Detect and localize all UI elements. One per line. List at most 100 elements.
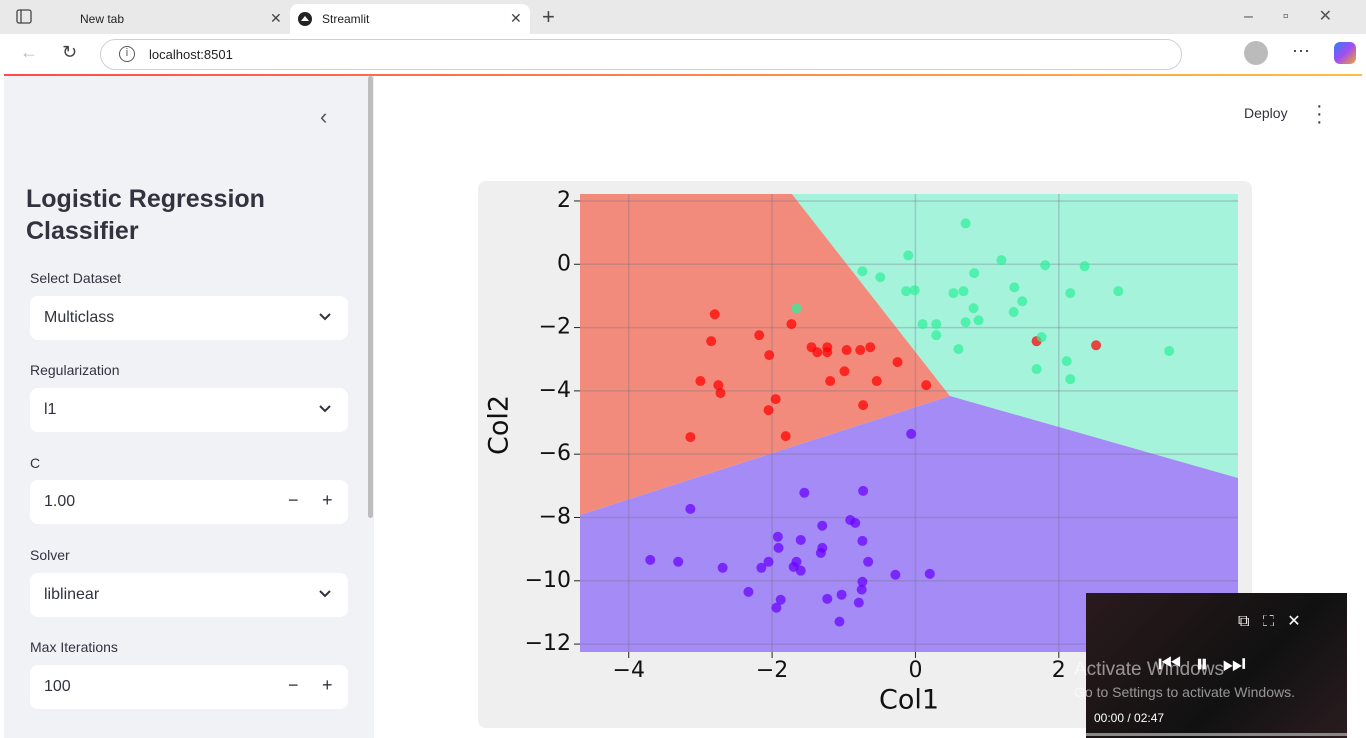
sidebar-title: Logistic Regression Classifier — [26, 185, 265, 245]
field-label: Regularization — [30, 362, 120, 378]
new-tab[interactable]: + — [542, 4, 555, 29]
point — [853, 597, 864, 608]
scrollbar[interactable] — [368, 76, 373, 518]
watermark-title: Activate Windows — [1074, 659, 1224, 680]
point — [890, 569, 901, 580]
number-input[interactable]: 100 − + — [30, 665, 348, 709]
chart-container: Col1 Col2 −4 −2 0 2 2 0 −2 −4 −6 −8 −10 −12 — [478, 181, 1252, 728]
point — [892, 357, 903, 368]
tab-actions[interactable] — [16, 9, 32, 25]
field-label: C — [30, 455, 41, 471]
point — [921, 380, 932, 391]
increment[interactable]: + — [322, 490, 333, 510]
video-overlay: ⧉ ⛶ ✕ ⏮⏸⏭ Activate Windows Go to Setting… — [1074, 593, 1347, 738]
decrement[interactable]: − — [288, 675, 299, 695]
decision-region — [792, 194, 1238, 478]
url: localhost:8501 — [149, 47, 233, 62]
point — [865, 342, 876, 353]
url-field[interactable]: i localhost:8501 — [100, 39, 1182, 70]
point — [906, 428, 917, 439]
header-stripe — [4, 74, 1362, 76]
player-controls[interactable]: ⏮⏸⏭ — [1158, 648, 1260, 678]
select-value: l1 — [44, 401, 57, 418]
point — [857, 576, 868, 587]
point — [1008, 307, 1019, 318]
decision-region — [580, 396, 1238, 652]
select-value: Multiclass — [44, 309, 115, 326]
back[interactable]: ← — [20, 42, 38, 62]
y-tick-label: −10 — [525, 568, 571, 593]
point — [968, 303, 979, 314]
point — [857, 535, 868, 546]
point — [960, 218, 971, 229]
point — [1065, 374, 1076, 385]
tab[interactable]: New tab ✕ — [80, 10, 282, 26]
y-tick-label: −6 — [539, 441, 571, 466]
address-bar: ← ↻ i localhost:8501 ··· — [0, 34, 1366, 74]
decrement[interactable]: − — [288, 490, 299, 510]
point — [743, 586, 754, 597]
point — [871, 376, 882, 387]
number-input[interactable]: 1.00 − + — [30, 480, 348, 524]
profile[interactable] — [1244, 41, 1268, 65]
x-tick-label: 0 — [908, 658, 922, 683]
point — [857, 266, 868, 277]
point — [763, 405, 774, 416]
point — [1091, 340, 1102, 351]
select[interactable]: Multiclass — [30, 296, 348, 340]
x-tick-label: 2 — [1052, 658, 1066, 683]
deploy-button[interactable]: Deploy — [1244, 105, 1288, 121]
point — [695, 376, 706, 387]
collapse-sidebar[interactable]: ‹ — [320, 104, 328, 129]
point — [713, 380, 724, 391]
point — [1036, 332, 1047, 343]
y-tick-label: −2 — [539, 315, 571, 340]
point — [775, 594, 786, 605]
select-value: liblinear — [44, 586, 100, 603]
point — [770, 394, 781, 405]
reload[interactable]: ↻ — [62, 42, 78, 62]
point — [858, 400, 869, 411]
progress[interactable] — [1086, 733, 1347, 736]
point — [773, 542, 784, 553]
point — [754, 330, 765, 341]
point — [953, 344, 964, 355]
point — [822, 347, 833, 358]
field-label: Max Iterations — [30, 639, 118, 655]
copilot[interactable] — [1334, 42, 1356, 64]
favicon — [298, 12, 312, 26]
tab-active[interactable]: Streamlit ✕ — [290, 4, 530, 34]
select[interactable]: liblinear — [30, 573, 348, 617]
point — [673, 556, 684, 567]
point — [996, 255, 1007, 266]
point — [645, 554, 656, 565]
point — [1065, 288, 1076, 299]
main-menu[interactable]: · · · — [1316, 95, 1323, 133]
point — [948, 288, 959, 299]
point — [825, 376, 836, 387]
field-label: Select Dataset — [30, 270, 122, 286]
point — [822, 593, 833, 604]
tab-bar: New tab ✕ Streamlit ✕ + –▫✕ — [0, 0, 1366, 34]
select[interactable]: l1 — [30, 388, 348, 432]
point — [685, 432, 696, 443]
point — [791, 303, 802, 314]
pip-controls[interactable]: ⧉ ⛶ ✕ — [1238, 613, 1301, 630]
point — [780, 431, 791, 442]
point — [717, 562, 728, 573]
increment[interactable]: + — [322, 675, 333, 695]
point — [715, 388, 726, 399]
point — [771, 602, 782, 613]
point — [764, 350, 775, 361]
point — [1031, 364, 1042, 375]
point — [931, 319, 942, 330]
menu[interactable]: ··· — [1292, 40, 1310, 60]
point — [841, 345, 852, 356]
x-tick-label: −4 — [613, 658, 645, 683]
point — [917, 319, 928, 330]
point — [856, 584, 867, 595]
x-tick-label: −2 — [756, 658, 788, 683]
window-controls[interactable]: –▫✕ — [1244, 8, 1362, 25]
point — [958, 286, 969, 297]
